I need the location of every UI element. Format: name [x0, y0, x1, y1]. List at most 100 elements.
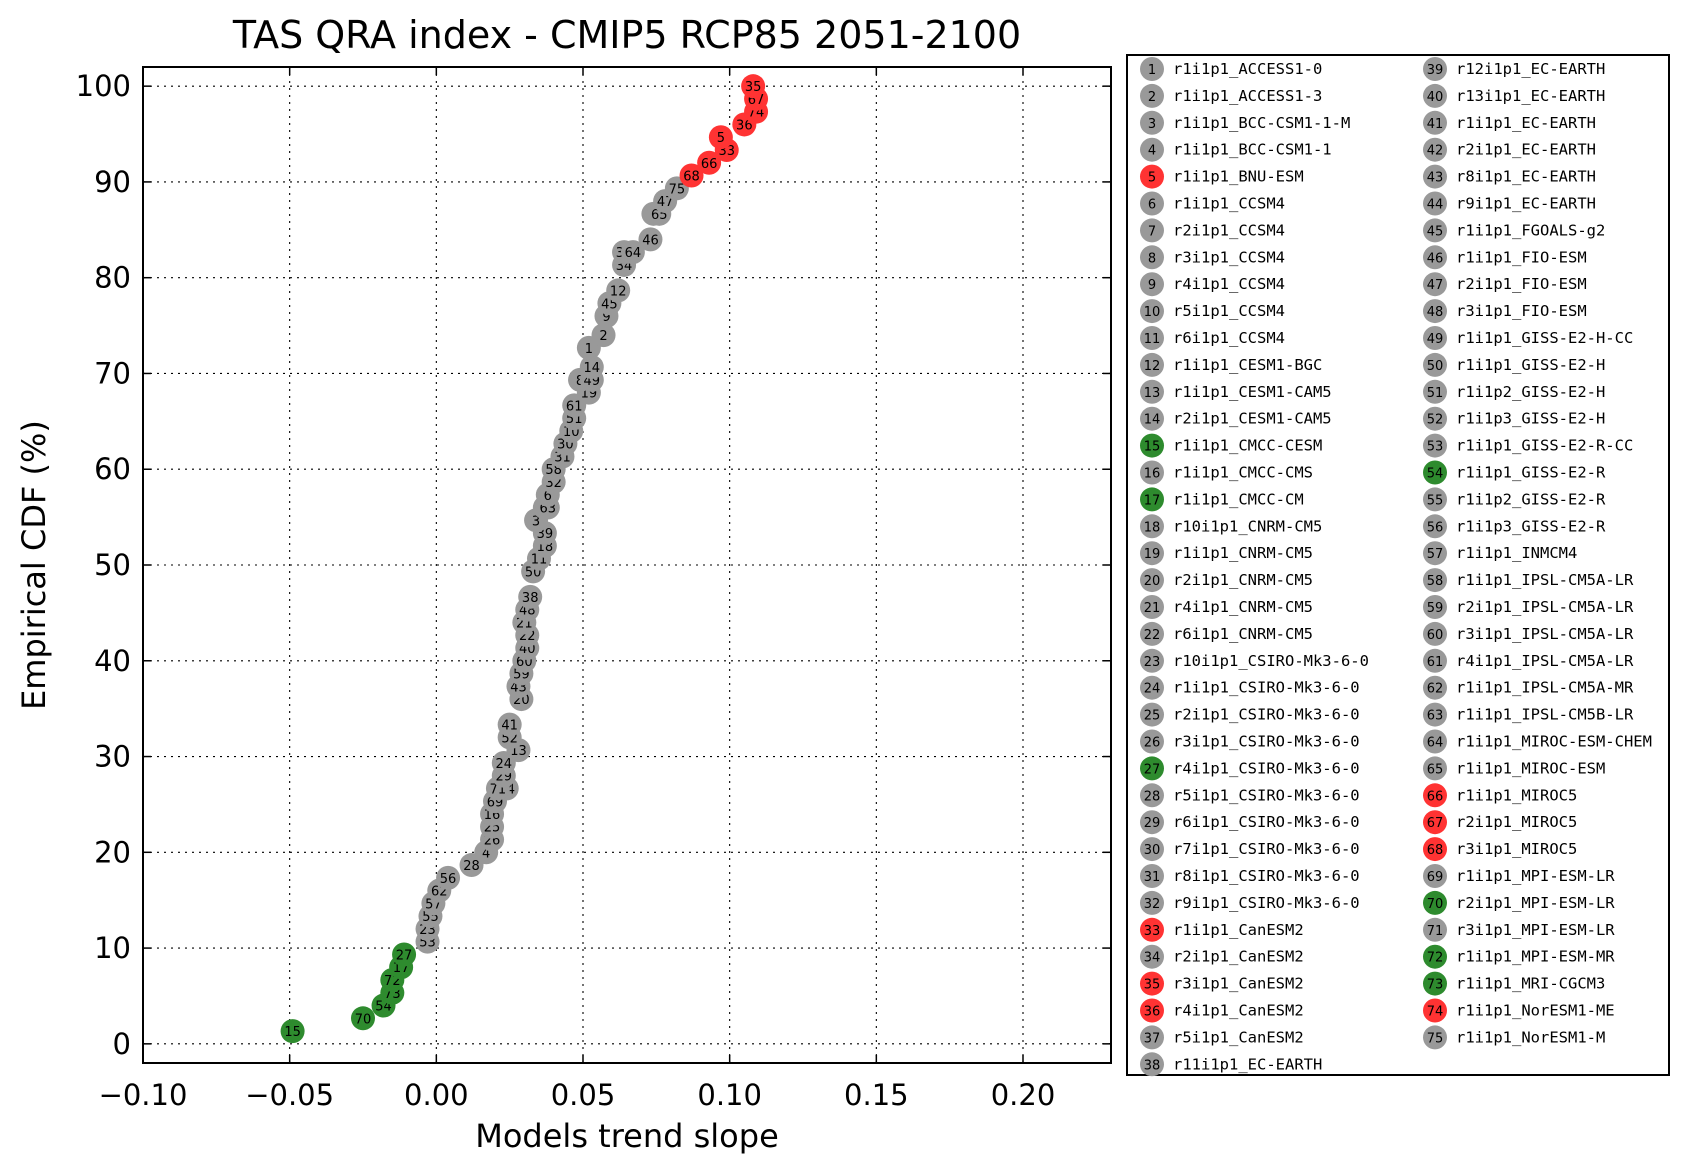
legend-entry-model-67: 67 r2i1p1_MIROC5: [1423, 810, 1577, 835]
y-tick-label: 30: [94, 740, 131, 774]
legend-model-name: r1i1p1_FIO-ESM: [1456, 248, 1587, 266]
legend-marker-label: 23: [1144, 655, 1161, 670]
legend-marker-label: 18: [1144, 520, 1161, 535]
legend-marker-label: 5: [1148, 171, 1156, 186]
legend-marker: [1423, 57, 1447, 81]
legend-marker: [1140, 299, 1164, 324]
legend-model-name: r2i1p1_CESM1-CAM5: [1173, 410, 1332, 428]
legend-entry-model-13: 13 r1i1p1_CESM1-CAM5: [1140, 379, 1332, 404]
legend-model-name: r1i1p1_CESM1-BGC: [1173, 356, 1322, 374]
legend-marker: [1140, 487, 1164, 512]
legend-marker: [1140, 272, 1164, 297]
legend-marker: [1423, 164, 1447, 189]
legend-marker: [1140, 137, 1164, 162]
legend-marker: [1423, 998, 1447, 1023]
legend-marker-label: 25: [1144, 709, 1161, 724]
legend-model-name: r9i1p1_EC-EARTH: [1456, 195, 1596, 213]
data-point-label: 15: [284, 1025, 301, 1040]
legend-entry-model-24: 24 r1i1p1_CSIRO-Mk3-6-0: [1140, 675, 1360, 700]
legend-marker: [1140, 971, 1164, 996]
y-tick-label: 80: [94, 261, 131, 295]
legend-entry-model-42: 42 r2i1p1_EC-EARTH: [1423, 137, 1596, 162]
data-point-marker: [620, 240, 645, 265]
legend-entry-model-2: 2 r1i1p1_ACCESS1-3: [1140, 83, 1322, 108]
legend-entry-model-5: 5 r1i1p1_BNU-ESM: [1140, 164, 1304, 189]
legend-model-name: r3i1p1_FIO-ESM: [1456, 302, 1587, 320]
legend-marker-label: 49: [1427, 332, 1444, 347]
legend-model-name: r5i1p1_CSIRO-Mk3-6-0: [1173, 786, 1360, 804]
legend-marker: [1140, 460, 1164, 485]
data-point-model-5: 5: [708, 125, 733, 150]
legend-marker: [1140, 83, 1164, 108]
data-point-model-70: 70: [351, 1006, 375, 1031]
legend-marker: [1423, 702, 1447, 727]
data-point-label: 28: [463, 859, 480, 874]
legend-marker: [1140, 917, 1164, 942]
legend-marker: [1140, 648, 1164, 673]
legend-marker: [1140, 433, 1164, 458]
x-tick-label: 0.10: [697, 1078, 762, 1112]
legend-entry-model-61: 61 r4i1p1_IPSL-CM5A-LR: [1423, 648, 1634, 673]
legend-entry-model-74: 74 r1i1p1_NorESM1-ME: [1423, 998, 1615, 1023]
legend-entry-model-35: 35 r3i1p1_CanESM2: [1140, 971, 1304, 996]
legend-model-name: r4i1p1_CanESM2: [1173, 1002, 1304, 1020]
legend-model-name: r1i1p1_GISS-E2-H: [1456, 356, 1605, 374]
data-point-label: 70: [355, 1012, 372, 1027]
legend-marker-label: 36: [1144, 1005, 1161, 1020]
legend-marker: [1423, 272, 1447, 297]
legend-entry-model-38: 38 r11i1p1_EC-EARTH: [1140, 1052, 1322, 1077]
data-point-marker: [708, 125, 733, 150]
legend-model-name: r1i1p1_MIROC-ESM-CHEM: [1456, 733, 1652, 751]
legend-entry-model-21: 21 r4i1p1_CNRM-CM5: [1140, 595, 1313, 619]
data-point-marker: [591, 323, 616, 348]
legend-marker: [1140, 729, 1164, 754]
legend-marker-label: 12: [1144, 359, 1161, 374]
data-point-label: 4: [482, 846, 490, 861]
legend-model-name: r1i1p1_MPI-ESM-LR: [1456, 867, 1615, 885]
legend-model-name: r1i1p1_CESM1-CAM5: [1173, 383, 1332, 401]
legend-model-name: r1i1p1_GISS-E2-R: [1456, 464, 1606, 482]
legend-entry-model-33: 33 r1i1p1_CanESM2: [1140, 917, 1304, 942]
data-point-label: 14: [584, 361, 601, 376]
data-point-marker: [436, 865, 461, 890]
legend-marker: [1423, 729, 1447, 754]
legend-marker-label: 75: [1427, 1031, 1444, 1046]
legend-entry-model-59: 59 r2i1p1_IPSL-CM5A-LR: [1423, 595, 1634, 619]
legend-model-name: r2i1p1_MIROC5: [1456, 813, 1577, 831]
legend-marker: [1423, 917, 1447, 942]
legend-marker-label: 28: [1144, 789, 1161, 804]
legend-model-name: r1i1p1_FGOALS-g2: [1456, 221, 1605, 239]
legend-marker: [1140, 783, 1164, 808]
legend-entry-model-10: 10 r5i1p1_CCSM4: [1140, 299, 1285, 324]
data-point-marker: [392, 942, 417, 967]
legend-marker-label: 63: [1427, 709, 1444, 724]
data-point-model-64: 64: [620, 240, 645, 265]
legend-entry-model-52: 52 r1i1p3_GISS-E2-H: [1423, 406, 1605, 431]
legend-marker-label: 67: [1427, 816, 1444, 831]
data-point-model-56: 56: [436, 865, 461, 890]
legend-marker: [1423, 890, 1447, 915]
data-point-label: 47: [657, 195, 674, 210]
legend-marker-label: 19: [1144, 547, 1161, 562]
legend-model-name: r1i1p1_EC-EARTH: [1456, 114, 1596, 132]
legend-entry-model-68: 68 r3i1p1_MIROC5: [1423, 837, 1577, 862]
legend-marker-label: 66: [1427, 789, 1444, 804]
legend-marker-label: 47: [1427, 278, 1444, 293]
data-point-model-12: 12: [606, 278, 631, 303]
legend-entry-model-51: 51 r1i1p2_GISS-E2-H: [1423, 379, 1605, 404]
y-axis-label: Empirical CDF (%): [15, 420, 53, 710]
legend-marker: [1140, 595, 1164, 619]
data-point-label: 41: [501, 719, 518, 734]
legend-marker-label: 34: [1144, 951, 1161, 966]
data-point-label: 56: [440, 872, 457, 887]
legend-model-name: r1i1p1_MRI-CGCM3: [1456, 975, 1605, 993]
legend-marker-label: 37: [1144, 1031, 1161, 1046]
data-point-label: 68: [683, 170, 700, 185]
legend-marker-label: 55: [1427, 493, 1444, 508]
data-point-label: 6: [544, 489, 552, 504]
legend-entry-model-20: 20 r2i1p1_CNRM-CM5: [1140, 568, 1313, 593]
legend-marker: [1423, 675, 1447, 700]
legend-marker: [1140, 218, 1164, 243]
legend-model-name: r2i1p1_CanESM2: [1173, 948, 1304, 966]
